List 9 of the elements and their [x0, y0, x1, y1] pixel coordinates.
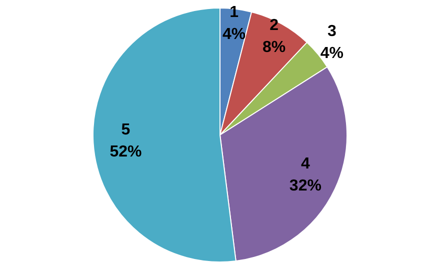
slice-label: 2	[270, 17, 279, 34]
slice-label: 3	[327, 22, 336, 40]
data-label: 8%	[262, 39, 286, 56]
slice-label: 4	[301, 156, 310, 173]
data-label: 32%	[289, 178, 322, 195]
slice-label: 5	[121, 121, 130, 138]
data-label: 52%	[110, 143, 142, 160]
data-label: 4%	[320, 44, 344, 62]
data-label: 4%	[222, 26, 246, 44]
